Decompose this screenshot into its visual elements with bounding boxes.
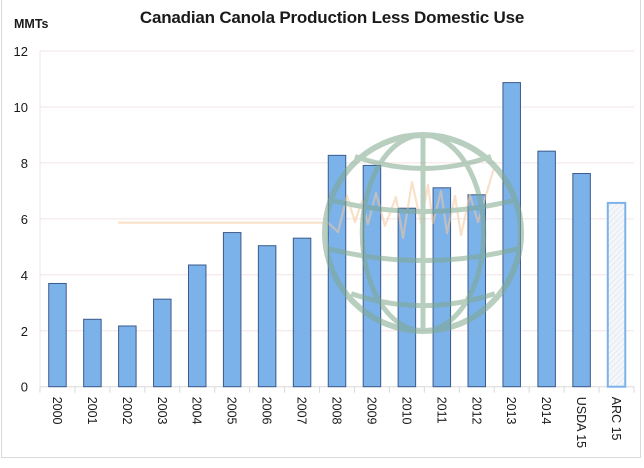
- globe-latitude: [328, 197, 518, 215]
- y-axis-ticks: 0 2 4 6 8 10 12: [14, 44, 28, 395]
- y-axis-unit-label: MMTs: [14, 17, 49, 31]
- y-tick-label: 12: [14, 44, 28, 59]
- x-category-label: 2012: [469, 397, 483, 425]
- y-tick-label: 6: [21, 212, 28, 227]
- x-category-label: 2003: [155, 397, 169, 425]
- bar-2000: [48, 282, 67, 388]
- bar-2003: [153, 298, 172, 388]
- x-category-label: 2008: [330, 397, 344, 425]
- x-category-label: 2000: [50, 397, 64, 425]
- globe-latitude: [326, 246, 520, 264]
- y-tick-label: 4: [21, 268, 28, 283]
- x-category-label: 2014: [539, 397, 553, 425]
- globe-latitude: [350, 291, 496, 309]
- x-category-label: 2010: [399, 397, 413, 425]
- bar-2010: [397, 207, 417, 388]
- globe-longitude: [359, 132, 487, 334]
- bars: [48, 82, 627, 388]
- x-category-label: 2004: [190, 397, 204, 425]
- x-category-label: 2001: [85, 397, 99, 425]
- globe-latitude: [354, 154, 492, 171]
- bar-usda-15: [572, 173, 591, 388]
- y-tick-label: 0: [21, 380, 28, 395]
- bar-2014: [537, 150, 556, 388]
- bar-2001: [83, 318, 102, 388]
- bar-arc-15: [606, 201, 627, 388]
- bar-2013: [502, 82, 521, 388]
- x-category-label: 2002: [120, 397, 134, 425]
- x-category-label: 2005: [225, 397, 239, 425]
- bar-2002: [118, 325, 137, 388]
- chart-frame: [1, 0, 641, 458]
- x-category-label: 2011: [434, 397, 448, 424]
- bar-2007: [292, 237, 312, 388]
- y-tick-label: 8: [21, 156, 28, 171]
- x-category-label: 2007: [295, 397, 309, 425]
- y-tick-label: 10: [14, 100, 28, 115]
- bar-2004: [187, 264, 207, 388]
- x-category-label: 2006: [260, 397, 274, 425]
- x-category-label: USDA 15: [574, 397, 588, 448]
- chart-title: Canadian Canola Production Less Domestic…: [139, 8, 525, 27]
- globe-watermark: [118, 132, 524, 334]
- y-tick-label: 2: [21, 324, 28, 339]
- x-axis-labels: 2000 2001 2002 2003 2004 2005 2006 2007 2008 2009…: [50, 397, 623, 448]
- x-category-label: 2009: [364, 397, 378, 425]
- x-axis-ticks: [39, 386, 635, 393]
- bar-2005: [222, 232, 242, 388]
- bar-2011: [432, 187, 452, 388]
- x-category-label: 2013: [504, 397, 518, 425]
- bar-2008: [327, 154, 347, 388]
- bar-2006: [257, 245, 277, 388]
- x-category-label: ARC 15: [609, 397, 623, 441]
